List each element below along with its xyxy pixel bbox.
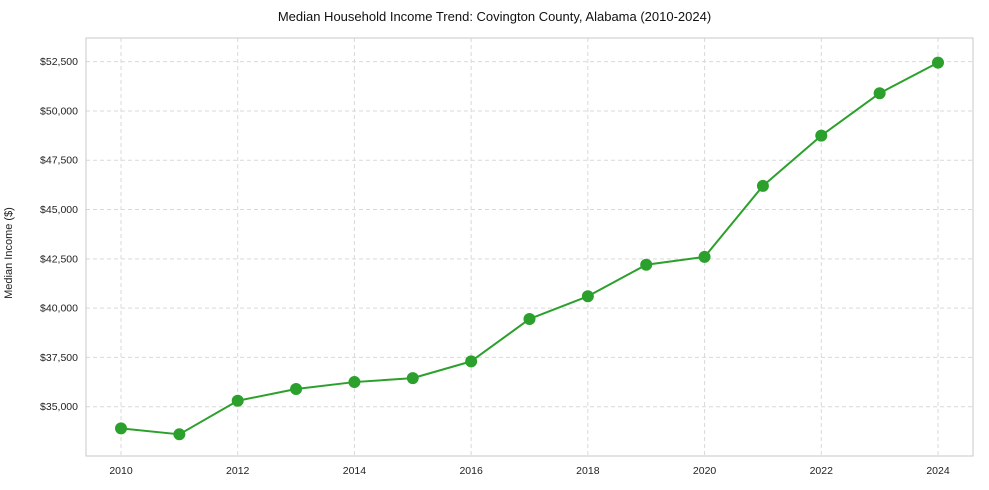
data-point (523, 312, 536, 325)
y-tick-label: $40,000 (40, 303, 78, 315)
data-point (348, 376, 361, 389)
y-tick-label: $50,000 (40, 105, 78, 117)
chart-title: Median Household Income Trend: Covington… (277, 9, 712, 24)
x-tick-label: 2010 (109, 465, 133, 477)
data-point (932, 56, 944, 69)
y-tick-label: $47,500 (40, 155, 78, 167)
data-point (115, 422, 127, 435)
plot-background (86, 38, 973, 456)
x-tick-label: 2024 (926, 465, 950, 477)
x-tick-label: 2014 (343, 465, 367, 477)
y-tick-label: $45,000 (40, 204, 78, 216)
x-tick-label: 2020 (693, 465, 717, 477)
data-point (290, 382, 303, 395)
data-point (756, 179, 769, 192)
x-tick-label: 2018 (576, 465, 600, 477)
y-tick-label: $42,500 (40, 253, 78, 265)
x-tick-label: 2016 (459, 465, 483, 477)
data-point (173, 428, 186, 441)
y-tick-label: $52,500 (40, 56, 78, 68)
data-point (698, 250, 711, 263)
y-tick-label: $35,000 (40, 401, 78, 413)
data-point (581, 290, 594, 303)
plot-frame (85, 37, 974, 457)
data-point (873, 87, 886, 100)
data-point (406, 372, 419, 385)
data-point (815, 129, 828, 142)
data-point (465, 355, 478, 368)
y-tick-label: $37,500 (40, 352, 78, 364)
x-tick-label: 2022 (810, 465, 834, 477)
data-point (231, 394, 244, 407)
data-point (640, 258, 653, 271)
x-tick-label: 2012 (226, 465, 250, 477)
